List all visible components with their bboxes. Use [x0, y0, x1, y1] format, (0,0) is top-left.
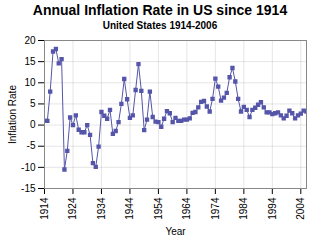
svg-text:Year: Year	[165, 226, 186, 237]
svg-text:15: 15	[24, 56, 36, 67]
svg-text:1914: 1914	[39, 197, 50, 220]
svg-text:20: 20	[24, 35, 36, 46]
svg-text:5: 5	[30, 98, 36, 109]
svg-text:1944: 1944	[124, 197, 135, 220]
svg-text:1924: 1924	[67, 197, 78, 220]
svg-text:1984: 1984	[238, 197, 249, 220]
svg-text:1964: 1964	[181, 197, 192, 220]
svg-text:Inflation Rate: Inflation Rate	[7, 85, 18, 144]
html-text:United States 1914-2006: United States 1914-2006	[102, 20, 218, 31]
svg-text:-15: -15	[21, 183, 36, 194]
svg-text:2004: 2004	[295, 197, 306, 220]
svg-text:-5: -5	[27, 140, 36, 151]
svg-text:1954: 1954	[153, 197, 164, 220]
svg-text:10: 10	[24, 77, 36, 88]
svg-text:1934: 1934	[96, 197, 107, 220]
svg-text:1994: 1994	[267, 197, 278, 220]
svg-text:0: 0	[30, 119, 36, 130]
html-text:Annual Inflation Rate in US si: Annual Inflation Rate in US since 1914	[32, 2, 288, 18]
svg-text:1974: 1974	[210, 197, 221, 220]
svg-text:-10: -10	[21, 162, 36, 173]
